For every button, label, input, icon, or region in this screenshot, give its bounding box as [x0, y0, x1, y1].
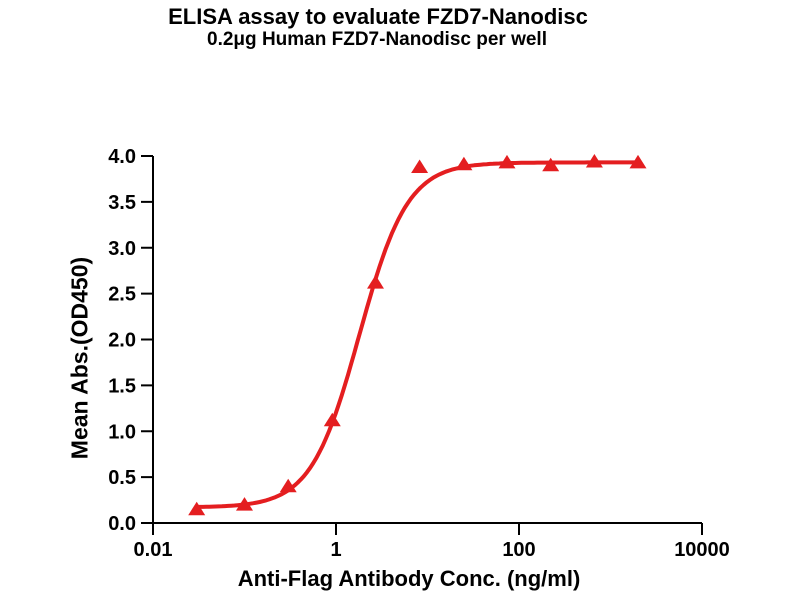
y-tick-label: 3.0: [108, 238, 136, 260]
chart-title: ELISA assay to evaluate FZD7-Nanodisc: [168, 4, 588, 29]
data-point-marker: [367, 275, 384, 289]
y-tick-label: 0.0: [108, 513, 136, 535]
x-axis-title: Anti-Flag Antibody Conc. (ng/ml): [237, 566, 581, 591]
chart-subtitle: 0.2μg Human FZD7-Nanodisc per well: [207, 29, 547, 50]
data-point-marker: [279, 478, 297, 493]
y-tick-label: 4.0: [108, 146, 136, 168]
data-point-marker: [411, 159, 429, 173]
data-point-marker: [585, 154, 603, 168]
data-point-marker: [455, 156, 473, 171]
data-point-marker: [323, 412, 341, 427]
x-tick-label: 1: [330, 539, 341, 561]
data-point-marker: [498, 154, 516, 169]
x-tick-label: 10000: [674, 539, 730, 561]
x-tick-label: 100: [502, 539, 535, 561]
y-tick-label: 1.5: [108, 375, 136, 397]
y-tick-label: 2.0: [108, 330, 136, 352]
fit-curve: [194, 160, 640, 509]
data-point-marker: [542, 157, 560, 172]
data-point-marker: [236, 497, 253, 511]
x-tick-label: 0.01: [134, 539, 173, 561]
y-tick-label: 3.5: [108, 192, 136, 214]
data-point-marker: [188, 501, 206, 516]
y-tick-label: 0.5: [108, 467, 136, 489]
data-point-marker: [629, 154, 647, 169]
y-tick-label: 2.5: [108, 284, 136, 306]
y-tick-label: 1.0: [108, 421, 136, 443]
